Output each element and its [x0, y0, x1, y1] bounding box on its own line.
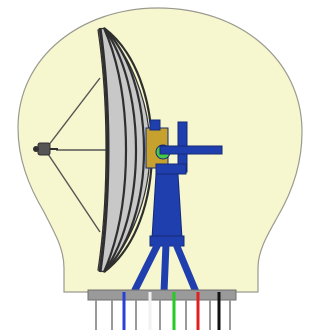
dish-rib: [102, 27, 128, 273]
base-platform: [87, 289, 237, 330]
feed-support-struts: [47, 77, 106, 233]
feed-horn-body: [37, 142, 51, 156]
tripod-leg-right: [172, 240, 200, 296]
azimuth-pedestal: [155, 121, 223, 175]
feed-strut-upper: [47, 77, 101, 147]
mount-bracket: [149, 119, 161, 131]
tripod-column: [151, 173, 183, 239]
pedestal-crossbar: [159, 145, 223, 155]
tripod-leg-left: [130, 240, 162, 296]
feed-horn: [33, 142, 58, 156]
tripod-legs: [130, 240, 200, 296]
dish-rib: [103, 27, 146, 273]
base-deck: [87, 289, 237, 301]
tripod-stand: [130, 173, 200, 296]
dish-rib: [103, 27, 138, 273]
feed-strut-lower: [47, 153, 101, 233]
dish-rim: [98, 27, 110, 273]
tripod-leg-center: [160, 240, 170, 296]
base-supports: [95, 300, 231, 330]
signal-cables: [122, 292, 221, 330]
feed-horn-tip: [33, 146, 39, 152]
pedestal-head: [155, 163, 187, 175]
